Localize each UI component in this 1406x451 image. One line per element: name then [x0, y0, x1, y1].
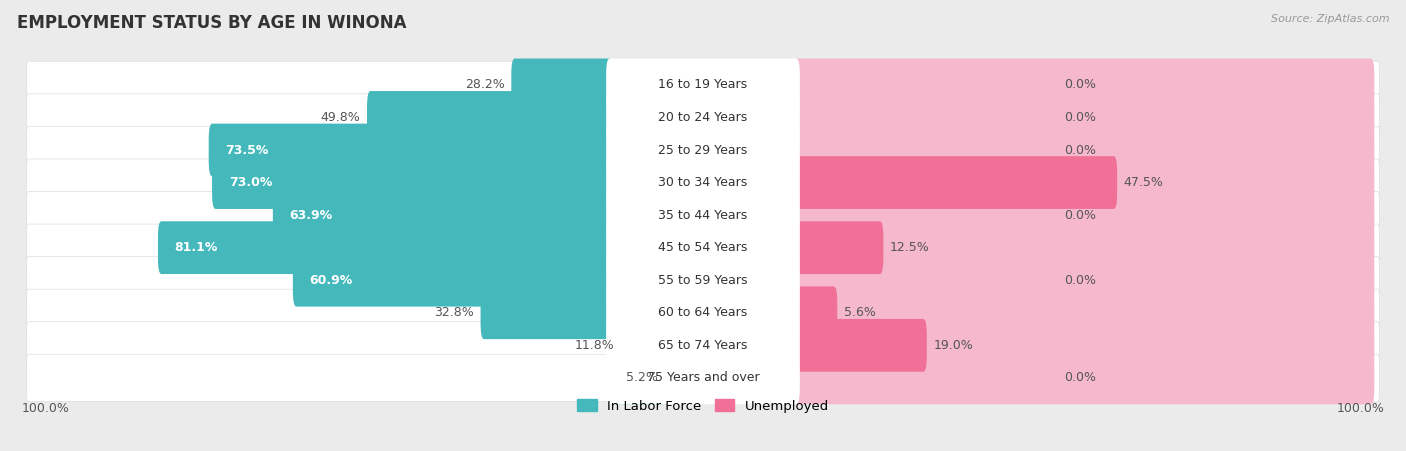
- Text: 100.0%: 100.0%: [1337, 402, 1385, 415]
- FancyBboxPatch shape: [793, 286, 837, 339]
- FancyBboxPatch shape: [793, 91, 1374, 144]
- FancyBboxPatch shape: [367, 91, 613, 144]
- FancyBboxPatch shape: [793, 286, 1374, 339]
- FancyBboxPatch shape: [793, 319, 1374, 372]
- Text: Source: ZipAtlas.com: Source: ZipAtlas.com: [1271, 14, 1389, 23]
- FancyBboxPatch shape: [793, 319, 927, 372]
- FancyBboxPatch shape: [606, 189, 800, 241]
- Text: 0.0%: 0.0%: [1064, 209, 1095, 221]
- Text: 19.0%: 19.0%: [934, 339, 973, 352]
- Text: 75 Years and over: 75 Years and over: [647, 371, 759, 384]
- Text: 0.0%: 0.0%: [1064, 371, 1095, 384]
- FancyBboxPatch shape: [292, 254, 613, 307]
- Text: 60.9%: 60.9%: [309, 274, 353, 287]
- Text: 100.0%: 100.0%: [21, 402, 69, 415]
- FancyBboxPatch shape: [212, 156, 613, 209]
- FancyBboxPatch shape: [606, 319, 800, 372]
- FancyBboxPatch shape: [793, 156, 1374, 209]
- Text: 28.2%: 28.2%: [465, 78, 505, 92]
- Text: 49.8%: 49.8%: [321, 111, 360, 124]
- FancyBboxPatch shape: [606, 124, 800, 176]
- FancyBboxPatch shape: [27, 94, 1379, 141]
- FancyBboxPatch shape: [27, 322, 1379, 369]
- FancyBboxPatch shape: [27, 126, 1379, 174]
- Text: 35 to 44 Years: 35 to 44 Years: [658, 209, 748, 221]
- FancyBboxPatch shape: [606, 91, 800, 144]
- FancyBboxPatch shape: [27, 257, 1379, 304]
- Text: 65 to 74 Years: 65 to 74 Years: [658, 339, 748, 352]
- Text: 81.1%: 81.1%: [174, 241, 218, 254]
- Text: 0.0%: 0.0%: [1064, 78, 1095, 92]
- FancyBboxPatch shape: [481, 286, 613, 339]
- Text: 45 to 54 Years: 45 to 54 Years: [658, 241, 748, 254]
- FancyBboxPatch shape: [273, 189, 613, 241]
- Text: 12.5%: 12.5%: [890, 241, 929, 254]
- Text: 73.0%: 73.0%: [229, 176, 273, 189]
- FancyBboxPatch shape: [606, 156, 800, 209]
- FancyBboxPatch shape: [609, 319, 624, 372]
- Text: 47.5%: 47.5%: [1123, 176, 1164, 189]
- FancyBboxPatch shape: [793, 59, 1374, 111]
- FancyBboxPatch shape: [609, 351, 668, 404]
- Text: 55 to 59 Years: 55 to 59 Years: [658, 274, 748, 287]
- FancyBboxPatch shape: [793, 156, 1118, 209]
- Text: 5.2%: 5.2%: [626, 371, 658, 384]
- Text: 16 to 19 Years: 16 to 19 Years: [658, 78, 748, 92]
- Text: 73.5%: 73.5%: [225, 143, 269, 156]
- FancyBboxPatch shape: [793, 221, 1374, 274]
- FancyBboxPatch shape: [27, 224, 1379, 271]
- FancyBboxPatch shape: [512, 59, 613, 111]
- Text: 60 to 64 Years: 60 to 64 Years: [658, 306, 748, 319]
- FancyBboxPatch shape: [606, 221, 800, 274]
- Text: EMPLOYMENT STATUS BY AGE IN WINONA: EMPLOYMENT STATUS BY AGE IN WINONA: [17, 14, 406, 32]
- FancyBboxPatch shape: [27, 61, 1379, 109]
- FancyBboxPatch shape: [793, 351, 1374, 404]
- Text: 11.8%: 11.8%: [575, 339, 614, 352]
- Text: 0.0%: 0.0%: [1064, 111, 1095, 124]
- FancyBboxPatch shape: [157, 221, 613, 274]
- Text: 5.6%: 5.6%: [844, 306, 876, 319]
- FancyBboxPatch shape: [27, 354, 1379, 401]
- FancyBboxPatch shape: [793, 124, 1374, 176]
- FancyBboxPatch shape: [606, 351, 800, 404]
- FancyBboxPatch shape: [27, 289, 1379, 336]
- FancyBboxPatch shape: [606, 286, 800, 339]
- FancyBboxPatch shape: [27, 159, 1379, 206]
- FancyBboxPatch shape: [606, 59, 800, 111]
- FancyBboxPatch shape: [27, 192, 1379, 239]
- Text: 0.0%: 0.0%: [1064, 274, 1095, 287]
- Text: 25 to 29 Years: 25 to 29 Years: [658, 143, 748, 156]
- FancyBboxPatch shape: [793, 189, 1374, 241]
- Text: 0.0%: 0.0%: [1064, 143, 1095, 156]
- Text: 63.9%: 63.9%: [290, 209, 333, 221]
- Legend: In Labor Force, Unemployed: In Labor Force, Unemployed: [571, 394, 835, 418]
- FancyBboxPatch shape: [606, 254, 800, 307]
- FancyBboxPatch shape: [208, 124, 613, 176]
- Text: 20 to 24 Years: 20 to 24 Years: [658, 111, 748, 124]
- Text: 30 to 34 Years: 30 to 34 Years: [658, 176, 748, 189]
- FancyBboxPatch shape: [793, 221, 883, 274]
- FancyBboxPatch shape: [793, 254, 1374, 307]
- Text: 32.8%: 32.8%: [434, 306, 474, 319]
